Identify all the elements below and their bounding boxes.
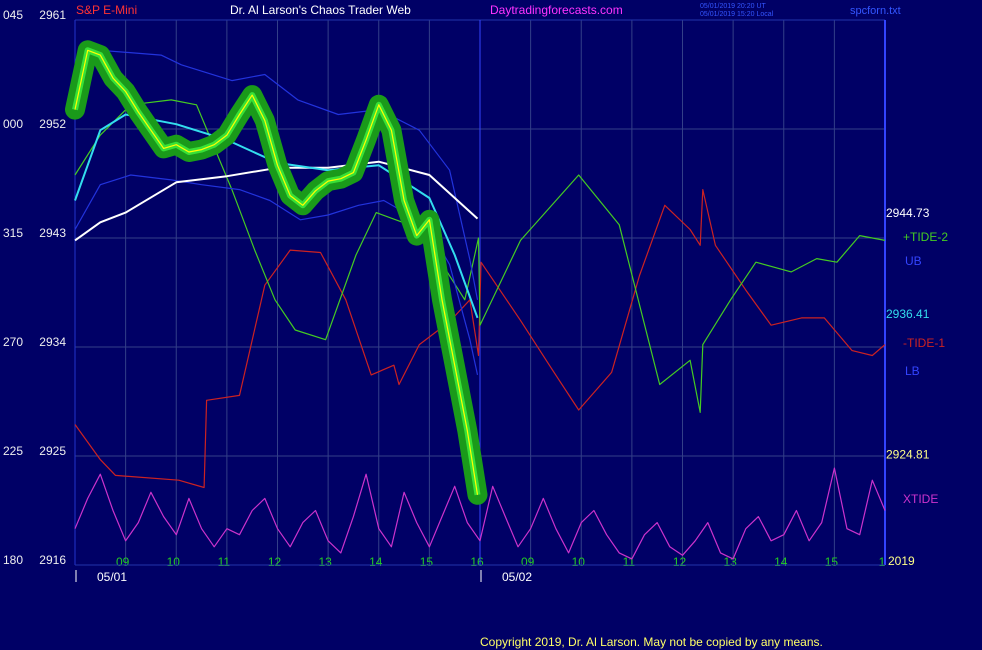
level-label: 2924.81: [886, 447, 930, 461]
x-tick-label: 15: [420, 555, 434, 569]
copyright: Copyright 2019, Dr. Al Larson. May not b…: [480, 635, 823, 649]
legend-label: LB: [905, 364, 920, 378]
x-tick-label: 12: [673, 555, 687, 569]
level-label: 2936.41: [886, 307, 930, 321]
file-name: spcforn.txt: [850, 5, 901, 17]
x-tick-label: 1: [879, 555, 886, 569]
y2-tick-label: 270: [3, 335, 23, 349]
x-tick-label: 12: [268, 555, 282, 569]
date-label: 05/01: [97, 570, 127, 584]
timestamp: 05/01/2019 20:20 UT: [700, 3, 766, 10]
y-tick-label: 2934: [39, 335, 66, 349]
y-tick-label: 2943: [39, 226, 66, 240]
level-label: 2944.73: [886, 206, 930, 220]
y2-tick-label: 180: [3, 553, 23, 567]
legend-label: XTIDE: [903, 492, 938, 506]
y2-tick-label: 000: [3, 117, 23, 131]
x-tick-label: 10: [572, 555, 586, 569]
x-tick-label: 14: [369, 555, 383, 569]
timestamp: 05/01/2019 15:20 Local: [700, 11, 774, 18]
y-tick-label: 2916: [39, 553, 66, 567]
y-tick-label: 2925: [39, 444, 66, 458]
y2-tick-label: 225: [3, 444, 23, 458]
x-tick-label: 14: [774, 555, 788, 569]
site: Daytradingforecasts.com: [490, 3, 623, 17]
year-label: 2019: [888, 554, 915, 568]
x-tick-label: 11: [218, 555, 231, 569]
series-line: [74, 49, 479, 300]
x-tick-label: 16: [470, 555, 484, 569]
legend-label: +TIDE-2: [903, 230, 948, 244]
x-tick-label: 10: [167, 555, 181, 569]
series-line: [74, 467, 886, 560]
legend-label: -TIDE-1: [903, 336, 945, 350]
legend-label: UB: [905, 254, 922, 268]
y-tick-label: 2952: [39, 117, 66, 131]
series-line: [74, 99, 886, 413]
date-label: 05/02: [502, 570, 532, 584]
x-tick-label: 09: [116, 555, 130, 569]
chart-title: Dr. Al Larson's Chaos Trader Web: [230, 3, 411, 17]
price-line: [74, 49, 479, 495]
x-tick-label: 13: [318, 555, 332, 569]
x-tick-label: 09: [521, 555, 535, 569]
y2-tick-label: 315: [3, 226, 23, 240]
y2-tick-label: 045: [3, 8, 23, 22]
y-tick-label: 2961: [39, 8, 66, 22]
x-tick-label: 15: [825, 555, 839, 569]
symbol: S&P E-Mini: [76, 3, 137, 17]
